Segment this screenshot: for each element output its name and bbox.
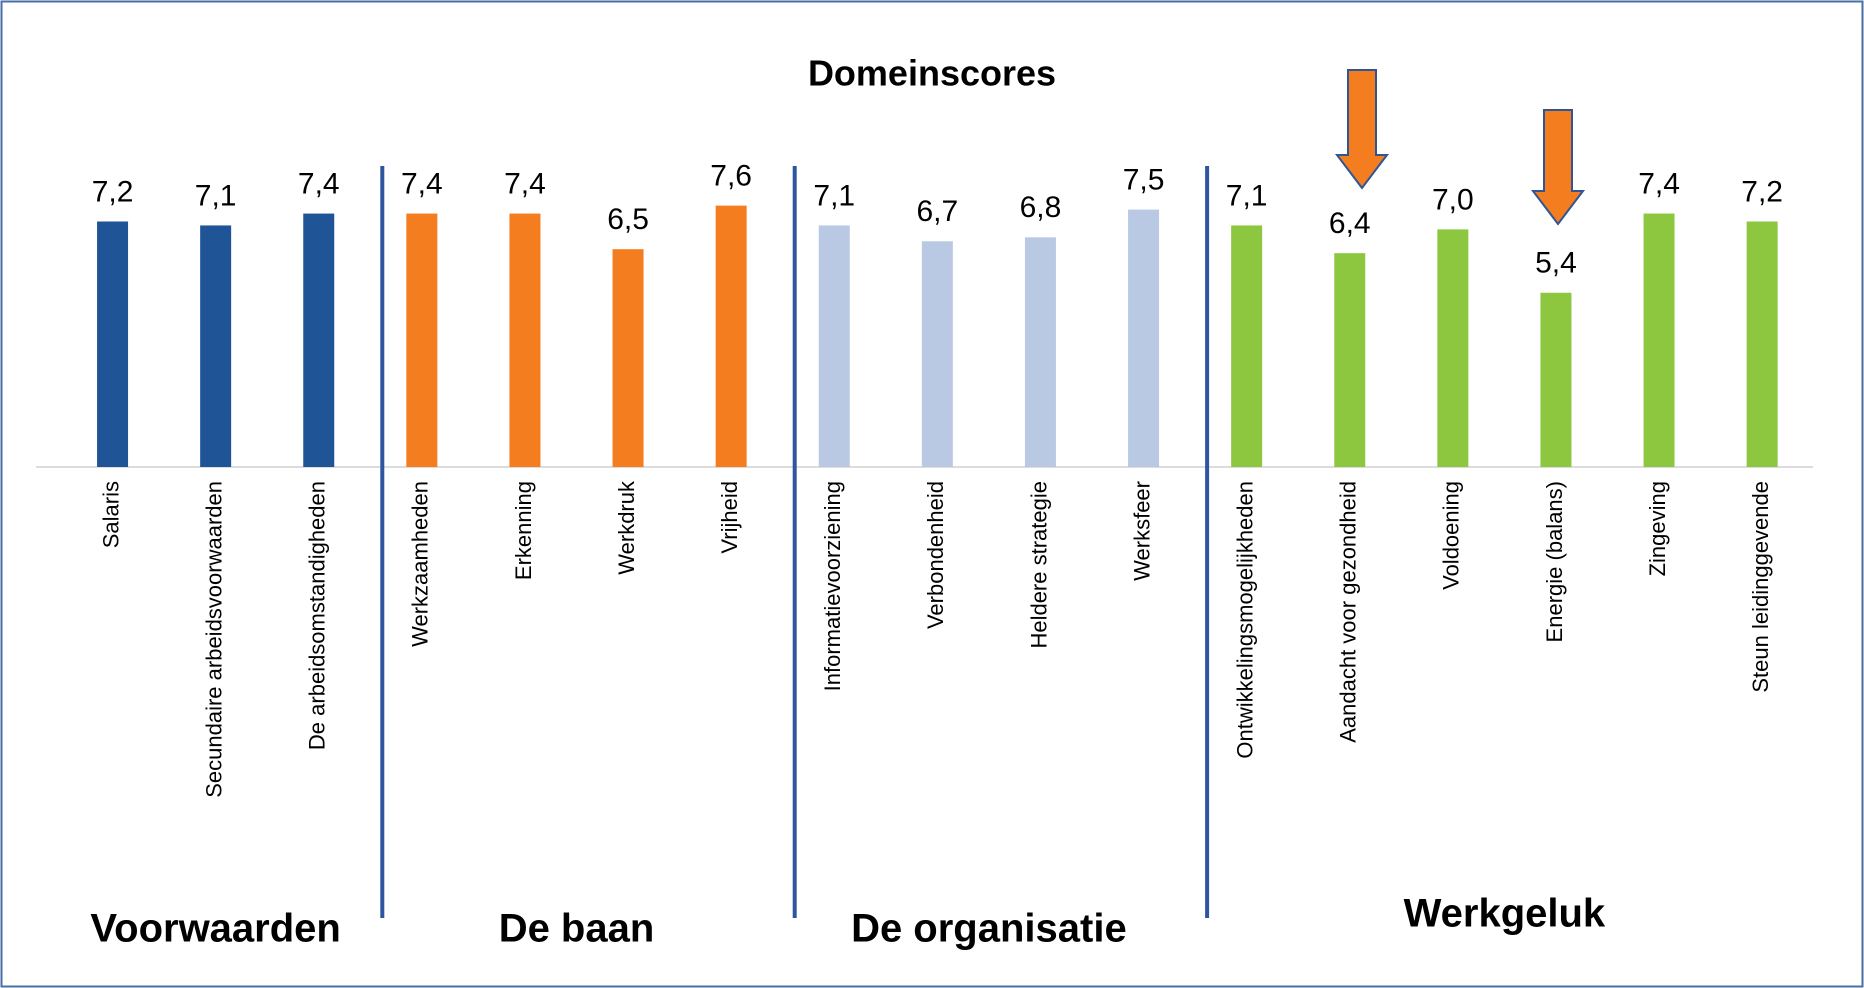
- x-tick-label: Werksfeer: [1129, 481, 1154, 581]
- x-tick-label: Ontwikkelingsmogelijkheden: [1232, 481, 1257, 759]
- x-tick-label: Erkenning: [511, 481, 536, 580]
- group-label: Voorwaarden: [90, 907, 340, 951]
- group-label: Werkgeluk: [1404, 892, 1606, 936]
- x-tick-label: Zingeving: [1645, 481, 1670, 576]
- x-tick-label: Aandacht voor gezondheid: [1336, 481, 1361, 743]
- value-label: 6,5: [607, 203, 649, 236]
- bar: [921, 241, 953, 467]
- arrow: [1530, 109, 1586, 226]
- bar: [97, 221, 129, 467]
- bar: [1231, 225, 1263, 467]
- value-label: 7,0: [1432, 183, 1474, 216]
- arrow-shape: [1334, 69, 1390, 190]
- x-tick-label: Heldere strategie: [1026, 481, 1051, 649]
- x-tick-label: Secundaire arbeidsvoorwaarden: [201, 481, 226, 798]
- bar: [1540, 292, 1572, 467]
- bar: [1128, 209, 1160, 467]
- value-label: 6,4: [1329, 207, 1371, 240]
- value-label: 7,4: [1638, 167, 1680, 200]
- arrow-shape: [1530, 109, 1586, 226]
- x-tick-label: Werkdruk: [614, 480, 639, 575]
- x-tick-label: Verbondenheid: [923, 481, 948, 629]
- value-label: 7,1: [1226, 179, 1268, 212]
- x-tick-label: Energie (balans): [1542, 481, 1567, 642]
- x-tick-label: Werkzaamheden: [408, 481, 433, 647]
- group-label: De organisatie: [851, 907, 1127, 951]
- x-tick-label: De arbeidsomstandigheden: [305, 481, 330, 750]
- bar: [200, 225, 232, 467]
- bar: [1746, 221, 1778, 467]
- bar: [1437, 229, 1469, 467]
- x-tick-label: Salaris: [98, 481, 123, 548]
- value-label: 6,7: [916, 195, 958, 228]
- bar: [303, 213, 335, 467]
- bar: [818, 225, 850, 467]
- value-label: 7,4: [298, 167, 340, 200]
- bar: [1334, 253, 1366, 467]
- bar: [715, 205, 747, 467]
- value-label: 7,4: [401, 167, 443, 200]
- bar: [406, 213, 438, 467]
- value-label: 7,5: [1123, 164, 1165, 197]
- value-label: 7,1: [195, 179, 237, 212]
- value-label: 5,4: [1535, 247, 1577, 280]
- value-label: 7,2: [92, 175, 134, 208]
- arrow: [1334, 69, 1390, 190]
- x-tick-label: Vrijheid: [717, 481, 742, 554]
- value-label: 7,2: [1741, 175, 1783, 208]
- x-tick-label: Informatievoorziening: [820, 481, 845, 691]
- bar: [1643, 213, 1675, 467]
- x-tick-label: Steun leidinggevende: [1748, 481, 1773, 693]
- x-tick-label: Voldoening: [1439, 481, 1464, 590]
- value-label: 7,6: [710, 160, 752, 193]
- value-label: 6,8: [1020, 191, 1062, 224]
- bar: [612, 249, 644, 467]
- bar: [509, 213, 541, 467]
- chart-title: Domeinscores: [808, 53, 1056, 94]
- group-label: De baan: [499, 907, 655, 951]
- value-label: 7,1: [813, 179, 855, 212]
- bar: [1024, 237, 1056, 467]
- value-label: 7,4: [504, 167, 546, 200]
